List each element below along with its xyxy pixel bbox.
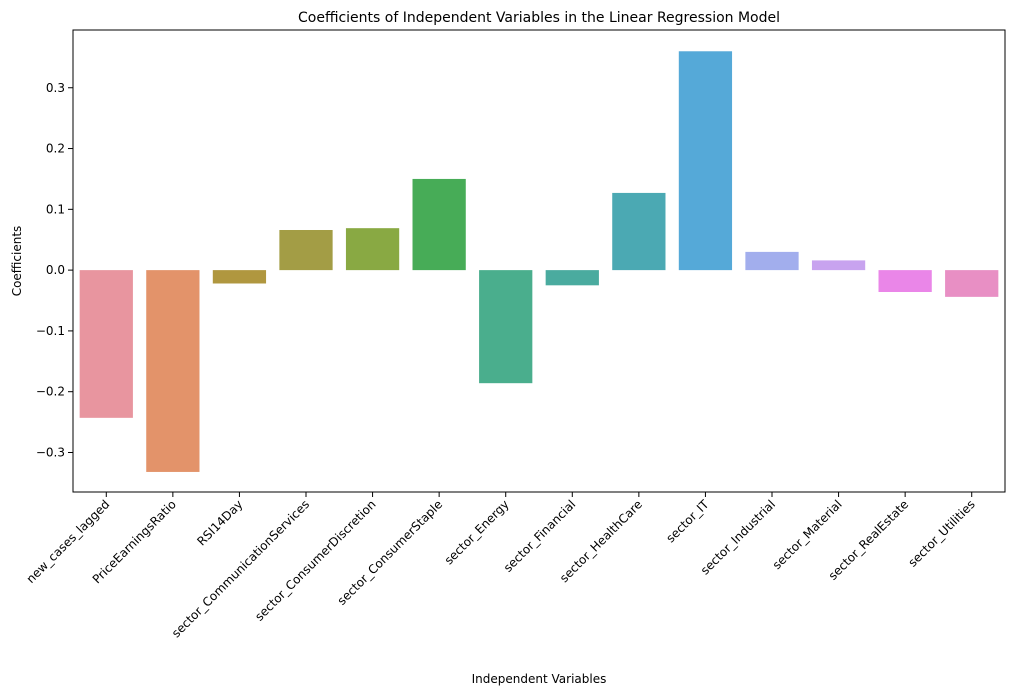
plot-frame (72, 29, 1006, 493)
bar-sector_RealEstate (878, 270, 932, 293)
bars-layer (79, 51, 999, 472)
x-tick-label: sector_ConsumerDiscretion (252, 497, 378, 623)
bar-sector_ConsumerDiscretion (345, 228, 400, 271)
x-tick-label: sector_IT (663, 497, 712, 546)
bar-sector_Financial (545, 270, 599, 286)
bar-new_cases_lagged (79, 270, 133, 418)
bar-sector_ConsumerStaple (412, 178, 466, 271)
y-tick-label: 0.2 (46, 142, 65, 156)
y-tick-label: −0.2 (36, 385, 65, 399)
x-tick-label: sector_CommunicationServices (169, 497, 312, 640)
chart-title: Coefficients of Independent Variables in… (298, 10, 780, 26)
bar-sector_CommunicationServices (279, 229, 333, 271)
y-tick-label: −0.1 (36, 324, 65, 338)
x-tick-label: RSI14Day (194, 497, 245, 548)
x-axis-label: Independent Variables (472, 672, 607, 686)
x-tick-label: sector_Material (770, 497, 845, 572)
bar-sector_Energy (479, 270, 533, 384)
x-tick-label: sector_Utilities (905, 497, 977, 569)
y-tick-label: 0.1 (46, 202, 65, 216)
bar-sector_Industrial (745, 251, 799, 271)
x-tick-label: sector_Industrial (698, 497, 778, 577)
x-tick-label: sector_Energy (442, 497, 512, 567)
x-tick-label: sector_Financial (501, 497, 579, 575)
y-tick-label: 0.3 (46, 81, 65, 95)
y-tick-label: −0.3 (36, 445, 65, 459)
bar-sector_Utilities (945, 270, 999, 297)
bar-RSI14Day (212, 270, 267, 284)
y-tick-label: 0.0 (46, 263, 65, 277)
bar-sector_HealthCare (612, 192, 666, 271)
bar-sector_Material (811, 260, 866, 271)
y-axis-label: Coefficients (10, 226, 24, 297)
bar-PriceEarningsRatio (146, 270, 200, 472)
bar-sector_IT (678, 51, 733, 271)
